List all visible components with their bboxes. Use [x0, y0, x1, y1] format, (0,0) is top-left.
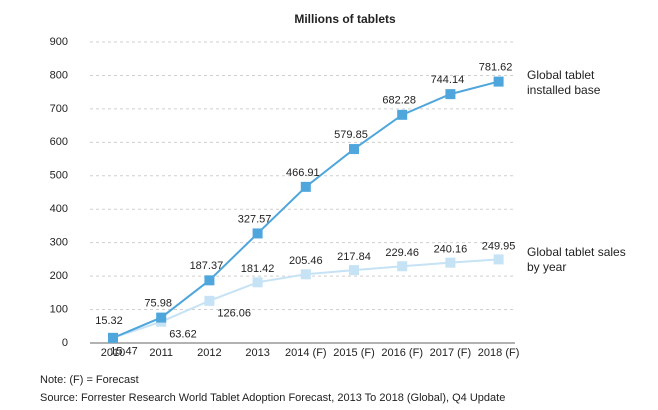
marker	[204, 295, 215, 306]
value-label: 744.14	[431, 74, 465, 86]
value-label: 229.46	[385, 247, 419, 259]
x-tick-label: 2010	[101, 347, 125, 359]
marker	[349, 144, 359, 155]
y-tick-label: 100	[50, 303, 68, 315]
value-label: 63.62	[169, 329, 197, 341]
marker	[300, 269, 311, 280]
marker	[349, 265, 359, 276]
legend-entry: Global tablet sales by year	[527, 245, 626, 275]
marker	[445, 89, 456, 100]
x-tick-label: 2018 (F)	[478, 347, 520, 359]
y-tick-label: 0	[62, 337, 68, 349]
marker	[156, 312, 167, 323]
source: Source: Forrester Research World Tablet …	[40, 392, 505, 404]
value-label: 682.28	[382, 95, 416, 107]
value-label: 15.47	[110, 346, 138, 358]
value-label: 187.37	[190, 260, 224, 272]
value-label: 181.42	[241, 263, 275, 275]
y-tick-label: 600	[50, 136, 68, 148]
y-tick-label: 500	[50, 170, 68, 182]
x-tick-label: 2014 (F)	[285, 347, 327, 359]
x-tick-label: 2017 (F)	[430, 347, 472, 359]
value-label: 205.46	[289, 255, 323, 267]
marker	[445, 257, 456, 268]
chart-title: Millions of tablets	[294, 12, 396, 26]
y-tick-label: 700	[50, 103, 68, 115]
x-tick-label: 2015 (F)	[333, 347, 375, 359]
y-tick-label: 800	[50, 69, 68, 81]
value-label: 466.91	[286, 167, 320, 179]
x-tick-label: 2012	[197, 347, 221, 359]
x-tick-label: 2013	[245, 347, 269, 359]
marker	[493, 254, 504, 265]
value-label: 327.57	[238, 213, 272, 225]
marker	[493, 76, 504, 87]
marker	[204, 275, 215, 286]
y-tick-label: 200	[50, 270, 68, 282]
x-tick-label: 2011	[149, 347, 173, 359]
y-tick-label: 400	[50, 203, 68, 215]
legend-label: Global tablet sales by year	[527, 245, 626, 275]
value-label: 15.32	[95, 315, 123, 327]
legend-entry: Global tablet installed base	[527, 67, 601, 97]
y-tick-label: 900	[50, 36, 68, 48]
value-label: 579.85	[334, 129, 368, 141]
marker	[397, 109, 408, 120]
value-label: 249.95	[482, 240, 516, 252]
value-label: 217.84	[337, 251, 371, 263]
marker	[397, 261, 408, 272]
marker	[252, 228, 263, 239]
value-label: 240.16	[434, 244, 468, 256]
marker	[108, 332, 118, 343]
marker	[300, 181, 311, 192]
value-label: 781.62	[479, 61, 513, 73]
y-tick-label: 300	[50, 237, 68, 249]
value-label: 75.98	[144, 297, 172, 309]
legend-label: Global tablet installed base	[527, 67, 601, 97]
marker	[252, 277, 263, 288]
note: Note: (F) = Forecast	[40, 374, 139, 386]
x-tick-label: 2016 (F)	[381, 347, 423, 359]
value-label: 126.06	[217, 308, 251, 320]
